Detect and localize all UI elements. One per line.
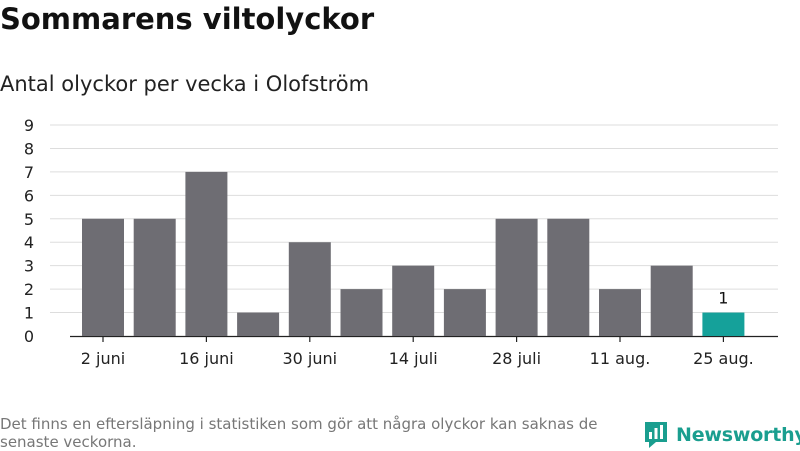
chart-subtitle: Antal olyckor per vecka i Olofström [0,72,370,96]
y-axis-ticks: 0 1 2 3 4 5 6 7 8 9 [24,116,34,346]
x-tick-label: 11 aug. [590,349,651,368]
chart-title: Sommarens viltolyckor [0,2,375,36]
brand-name: Newsworthy [676,424,800,446]
bar-chart: 0 1 2 3 4 5 6 7 8 9 1 2 juni 16 juni 30 juni 14 juli… [24,116,778,368]
y-tick-label: 7 [24,163,34,182]
bar [82,218,124,336]
x-axis-ticks: 2 juni 16 juni 30 juni 14 juli 28 juli 11 aug… [81,336,754,368]
x-tick-label: 16 juni [179,349,234,368]
bar [237,312,280,336]
x-tick-label: 25 aug. [693,349,754,368]
x-tick-label: 30 juni [282,349,337,368]
y-tick-label: 4 [24,233,34,252]
y-tick-label: 6 [24,186,34,205]
y-tick-label: 3 [24,257,34,276]
bar [547,218,590,336]
bar [392,265,435,336]
bar [443,289,486,336]
y-tick-label: 0 [24,327,34,346]
y-tick-label: 1 [24,304,34,323]
bar [650,265,693,336]
bar [185,171,228,336]
brand-logo: Newsworthy [643,420,800,450]
x-tick-label: 14 juli [389,349,438,368]
y-tick-label: 8 [24,139,34,158]
y-tick-label: 2 [24,280,34,299]
footnote: Det finns en eftersläpning i statistiken… [0,415,598,451]
bars [82,171,745,336]
bar [702,312,745,336]
bar-chart-speech-bubble-icon [645,422,667,448]
x-tick-label: 28 juli [492,349,541,368]
bar [599,289,641,336]
y-tick-label: 5 [24,210,34,229]
y-tick-label: 9 [24,116,34,135]
data-labels: 1 [718,289,728,308]
data-label: 1 [718,289,728,308]
bar [495,218,538,336]
bar [288,242,331,336]
x-tick-label: 2 juni [81,349,125,368]
bar [133,218,176,336]
bar [340,289,383,336]
